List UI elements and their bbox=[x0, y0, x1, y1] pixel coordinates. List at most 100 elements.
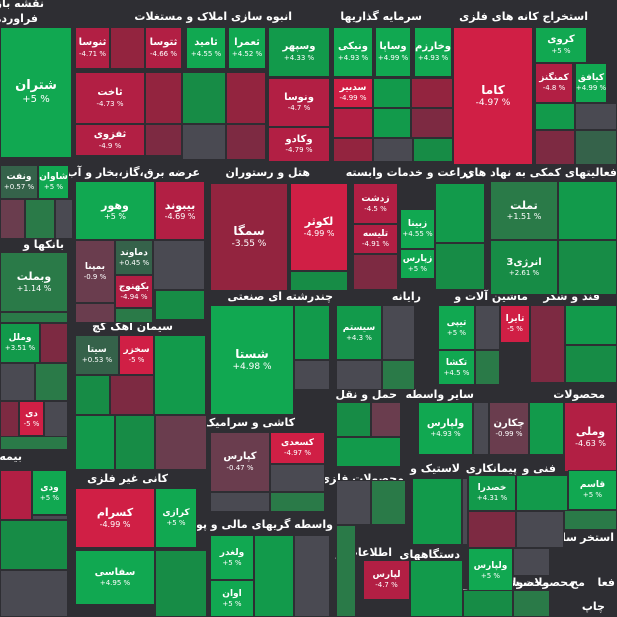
stock-tile[interactable] bbox=[565, 345, 617, 383]
stock-tile[interactable] bbox=[0, 401, 19, 441]
stock-tile[interactable] bbox=[336, 360, 382, 390]
stock-tile[interactable]: وساپا +4.99 % bbox=[375, 27, 411, 77]
stock-tile[interactable] bbox=[0, 470, 32, 520]
stock-tile[interactable] bbox=[154, 335, 206, 415]
stock-tile[interactable]: ونوسا -4.7 % bbox=[268, 78, 330, 127]
stock-tile[interactable] bbox=[145, 124, 182, 156]
stock-tile[interactable] bbox=[575, 130, 617, 165]
stock-tile[interactable]: کمنگنز -4.8 % bbox=[535, 63, 573, 103]
stock-tile[interactable] bbox=[371, 480, 406, 525]
stock-tile[interactable] bbox=[575, 103, 617, 130]
stock-tile[interactable] bbox=[0, 199, 25, 239]
stock-tile[interactable] bbox=[333, 108, 373, 138]
stock-tile[interactable]: تکشا +4.5 % bbox=[438, 350, 475, 385]
stock-tile[interactable] bbox=[226, 124, 266, 160]
stock-tile[interactable]: چکارن -0.99 % bbox=[489, 402, 529, 455]
stock-tile[interactable]: ولپارس +4.93 % bbox=[418, 402, 473, 455]
stock-tile[interactable] bbox=[210, 492, 270, 512]
stock-tile[interactable] bbox=[373, 78, 411, 108]
stock-tile[interactable]: شستا +4.98 % bbox=[210, 305, 294, 415]
stock-tile[interactable] bbox=[468, 511, 516, 548]
stock-tile[interactable] bbox=[294, 360, 330, 390]
stock-tile[interactable] bbox=[226, 72, 266, 124]
stock-tile[interactable] bbox=[353, 254, 398, 290]
stock-tile[interactable] bbox=[0, 312, 68, 323]
stock-tile[interactable]: ثامید +4.55 % bbox=[186, 27, 226, 69]
stock-tile[interactable] bbox=[373, 138, 413, 162]
stock-tile[interactable]: کروی +5 % bbox=[535, 27, 587, 63]
stock-tile[interactable] bbox=[529, 402, 564, 455]
stock-tile[interactable] bbox=[462, 478, 468, 545]
stock-tile[interactable]: تملت +1.51 % bbox=[490, 181, 558, 240]
stock-tile[interactable] bbox=[336, 402, 371, 437]
stock-tile[interactable]: ثتوسا -4.66 % bbox=[145, 27, 182, 69]
stock-tile[interactable]: انرژی3 +2.61 % bbox=[490, 240, 558, 295]
stock-tile[interactable] bbox=[558, 240, 617, 295]
stock-tile[interactable]: لپارس -4.7 % bbox=[363, 560, 410, 600]
stock-tile[interactable]: کسعدی -4.97 % bbox=[270, 432, 325, 464]
stock-tile[interactable] bbox=[270, 464, 325, 492]
stock-tile[interactable] bbox=[294, 305, 330, 360]
stock-tile[interactable]: ونیکی +4.93 % bbox=[333, 27, 373, 77]
stock-tile[interactable]: زدشت -4.5 % bbox=[353, 183, 398, 224]
stock-tile[interactable] bbox=[270, 492, 325, 512]
stock-tile[interactable]: وخارزم +4.93 % bbox=[414, 27, 452, 77]
stock-tile[interactable]: وکادو -4.79 % bbox=[268, 127, 330, 162]
stock-tile[interactable] bbox=[32, 515, 68, 520]
stock-tile[interactable]: زپارس +5 % bbox=[400, 249, 435, 279]
stock-tile[interactable]: ودی +5 % bbox=[32, 470, 67, 515]
stock-tile[interactable] bbox=[516, 511, 564, 548]
stock-tile[interactable]: کیافق +4.99 % bbox=[575, 63, 607, 103]
stock-tile[interactable] bbox=[558, 181, 617, 240]
stock-tile[interactable] bbox=[0, 520, 68, 570]
stock-tile[interactable] bbox=[115, 415, 155, 470]
stock-tile[interactable] bbox=[145, 72, 182, 124]
stock-tile[interactable]: زبینا +4.55 % bbox=[400, 209, 435, 249]
stock-tile[interactable]: تیپی +5 % bbox=[438, 305, 475, 350]
stock-tile[interactable] bbox=[333, 138, 373, 162]
stock-tile[interactable]: بکهنوج -4.94 % bbox=[115, 275, 153, 308]
stock-tile[interactable] bbox=[382, 360, 415, 390]
stock-tile[interactable] bbox=[475, 350, 500, 385]
stock-tile[interactable]: وملی -4.63 % bbox=[564, 402, 617, 472]
stock-tile[interactable] bbox=[435, 243, 485, 290]
stock-tile[interactable]: قاسم +5 % bbox=[568, 470, 617, 510]
stock-tile[interactable] bbox=[40, 323, 68, 363]
stock-tile[interactable] bbox=[382, 305, 415, 360]
stock-tile[interactable] bbox=[535, 130, 575, 165]
stock-tile[interactable] bbox=[410, 560, 463, 617]
stock-tile[interactable]: کاما -4.97 % bbox=[453, 27, 533, 165]
stock-tile[interactable]: ثفزوی -4.9 % bbox=[75, 124, 145, 156]
stock-tile[interactable] bbox=[411, 78, 453, 108]
stock-tile[interactable]: لکوثر -4.99 % bbox=[290, 183, 348, 271]
stock-tile[interactable]: ولپارس +5 % bbox=[468, 548, 513, 593]
stock-tile[interactable]: وسپهر +4.33 % bbox=[268, 27, 330, 77]
stock-tile[interactable]: ولغدر +5 % bbox=[210, 535, 254, 580]
stock-tile[interactable] bbox=[371, 402, 401, 437]
stock-tile[interactable] bbox=[513, 548, 550, 576]
stock-tile[interactable]: سفاسی +4.95 % bbox=[75, 550, 155, 605]
stock-tile[interactable] bbox=[373, 108, 411, 138]
stock-tile[interactable] bbox=[336, 437, 401, 467]
stock-tile[interactable]: شتران +5 % bbox=[0, 27, 72, 158]
stock-tile[interactable]: کسرام -4.99 % bbox=[75, 488, 155, 548]
stock-tile[interactable] bbox=[473, 402, 489, 455]
stock-tile[interactable] bbox=[110, 375, 154, 415]
stock-tile[interactable]: بیبوند -4.69 % bbox=[155, 181, 205, 240]
stock-tile[interactable]: وهور +5 % bbox=[75, 181, 155, 240]
stock-tile[interactable]: وملل +3.51 % bbox=[0, 323, 40, 363]
stock-tile[interactable] bbox=[463, 590, 513, 617]
stock-tile[interactable] bbox=[530, 305, 565, 383]
stock-tile[interactable]: بمپنا -0.9 % bbox=[75, 240, 115, 303]
stock-tile[interactable]: تایرا -5 % bbox=[500, 305, 530, 343]
stock-tile[interactable] bbox=[75, 415, 115, 470]
stock-tile[interactable]: سدبیر -4.99 % bbox=[333, 78, 373, 108]
stock-tile[interactable] bbox=[155, 415, 207, 470]
stock-tile[interactable] bbox=[290, 271, 348, 291]
stock-tile[interactable] bbox=[0, 570, 68, 617]
stock-tile[interactable] bbox=[412, 478, 462, 545]
stock-tile[interactable] bbox=[535, 103, 575, 130]
stock-tile[interactable]: دی -5 % bbox=[19, 401, 44, 436]
stock-tile[interactable] bbox=[75, 375, 110, 415]
stock-tile[interactable] bbox=[75, 303, 115, 323]
